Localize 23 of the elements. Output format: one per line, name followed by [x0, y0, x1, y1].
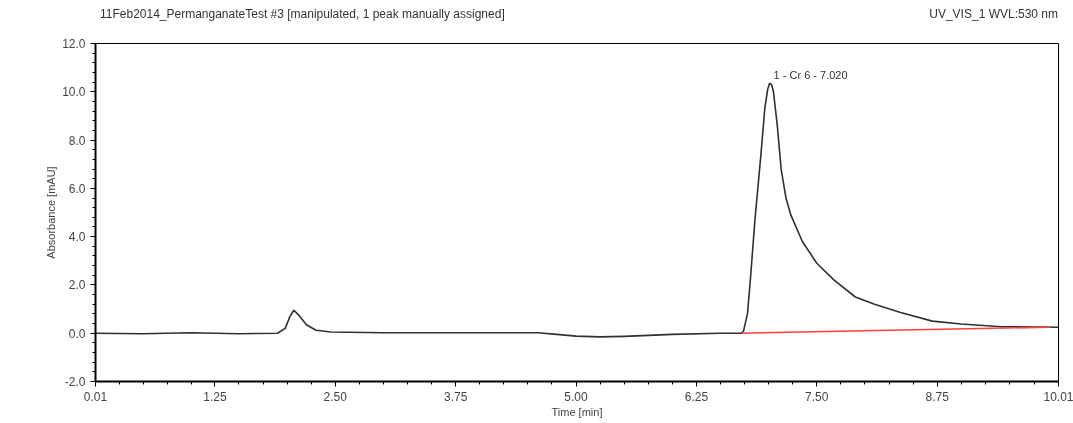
y-axis-title: Absorbance [mAU] — [45, 166, 58, 259]
annotation: 1 - Cr 6 - 7.020 — [773, 69, 848, 82]
y-tick-label: 4.0 — [68, 230, 86, 245]
y-tick-label: -2.0 — [64, 375, 86, 389]
y-tick-label: 12.0 — [62, 37, 86, 51]
y-tick-label: 6.0 — [68, 181, 86, 196]
x-tick-label: 2.50 — [323, 389, 348, 404]
x-tick-label: 0.01 — [83, 389, 108, 404]
y-tick-label: 10.0 — [62, 85, 86, 100]
x-tick-label: 1.25 — [203, 389, 227, 404]
x-tick-label: 8.75 — [925, 389, 950, 404]
y-tick-label: 0.0 — [68, 326, 86, 341]
y-tick-label: 2.0 — [68, 278, 86, 293]
x-tick-label: 5.00 — [564, 389, 589, 404]
line-series — [95, 82, 1059, 338]
x-tick-label: 3.75 — [443, 389, 468, 404]
y-tick-label: 8.0 — [68, 133, 86, 148]
x-tick-label: 7.50 — [805, 389, 829, 404]
x-tick-label: 6.25 — [684, 389, 709, 404]
chart-subtitle: UV_VIS_1 WVL:530 nm — [929, 6, 1058, 23]
x-tick-label: 10.01 — [1043, 389, 1073, 404]
chart-title: 11Feb2014_PermanganateTest #3 [manipulated, 1 peak manually assigned] — [100, 6, 505, 23]
x-axis-title: Time [min] — [551, 405, 603, 418]
